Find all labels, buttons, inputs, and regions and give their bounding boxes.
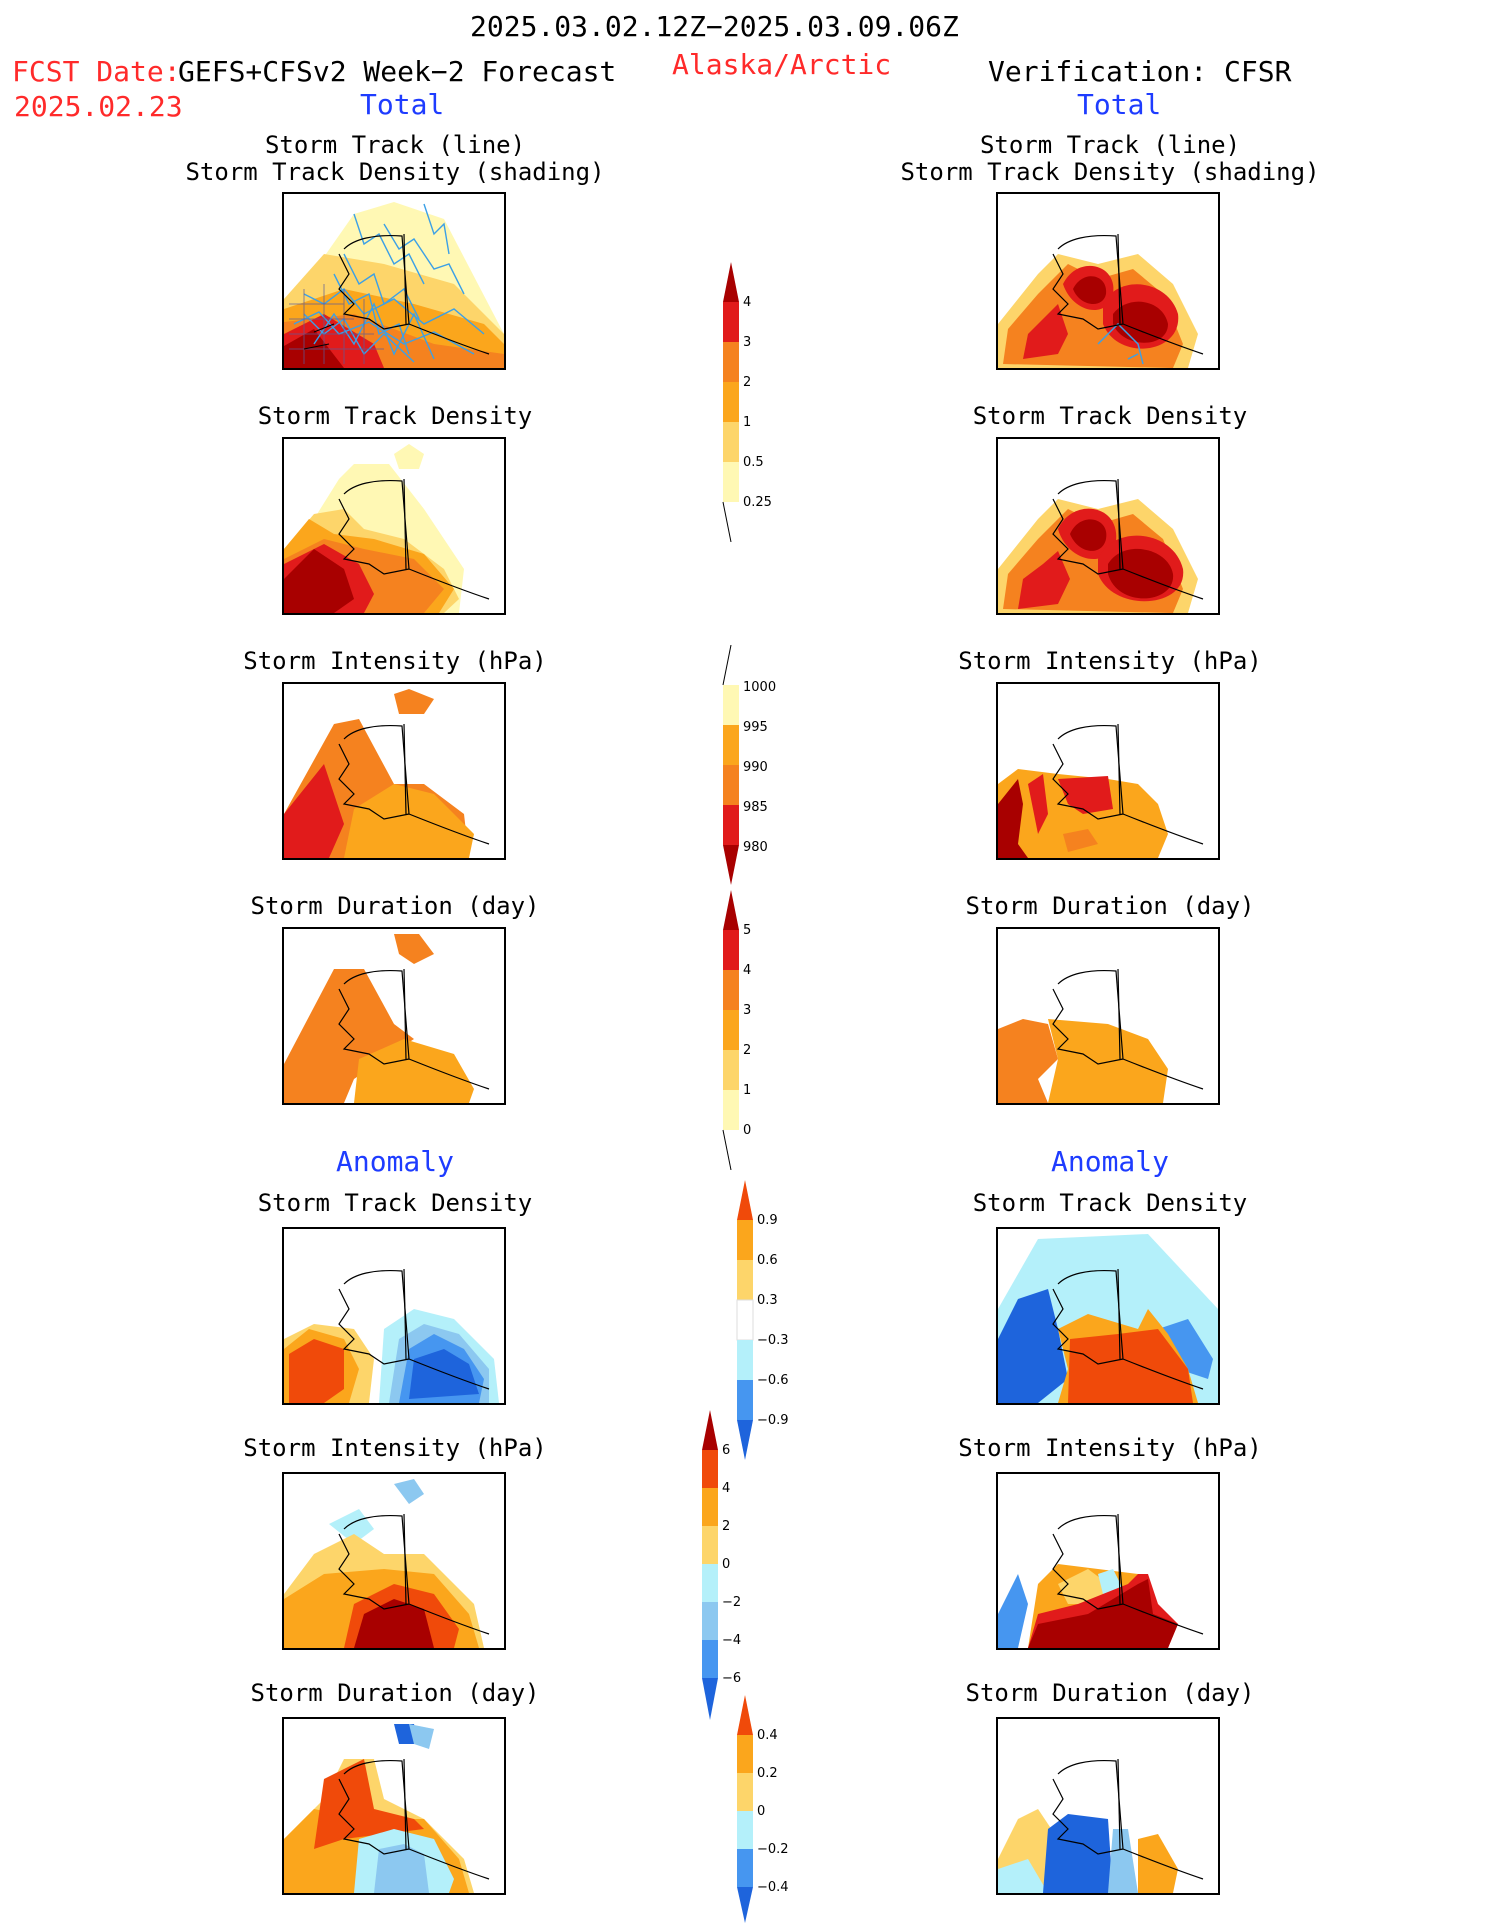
fcst-date-label: FCST Date: [12,55,181,88]
colorbar-tick: 0 [743,1123,752,1138]
map-anom-duration-forecast [282,1717,506,1895]
colorbar-tick: 0 [757,1804,766,1819]
map-density-verification [996,437,1220,615]
colorbar-tick: 6 [722,1443,731,1458]
date-range-title: 2025.03.02.12Z−2025.03.09.06Z [470,10,959,43]
colorbar-tick: 4 [743,295,752,310]
colorbar-tick: −0.6 [757,1373,789,1388]
colorbar-tick: 3 [743,335,752,350]
title-track-left: Storm Track (line) Storm Track Density (… [185,131,605,186]
verification-label: Verification: CFSR [988,55,1292,88]
colorbar-tick: −0.4 [757,1880,789,1895]
map-anom-density-verification [996,1227,1220,1405]
colorbar-tick: 0.3 [757,1293,778,1308]
colorbar-tick: 3 [743,1003,752,1018]
colorbar-tick: −2 [722,1595,742,1610]
title-intensity-right: Storm Intensity (hPa) [958,647,1262,675]
colorbar-duration-total: 5 4 3 2 1 0 [721,890,811,1170]
colorbar-tick: 990 [743,760,768,775]
colorbar-tick: 0 [722,1557,731,1572]
colorbar-tick: 980 [743,840,768,855]
title-density-left: Storm Track Density [257,402,533,430]
map-anom-intensity-forecast [282,1472,506,1650]
colorbar-tick: 0.2 [757,1766,778,1781]
title-anom-intensity-right: Storm Intensity (hPa) [958,1434,1262,1462]
colorbar-tick: −0.9 [757,1413,789,1428]
colorbar-tick: 0.25 [743,495,772,510]
fcst-date-value: 2025.02.23 [14,90,183,123]
colorbar-tick: 2 [743,375,752,390]
map-anom-density-forecast [282,1227,506,1405]
colorbar-tick: 4 [722,1481,731,1496]
map-track-verification [996,192,1220,370]
title-duration-left: Storm Duration (day) [250,892,540,920]
model-label: GEFS+CFSv2 Week−2 Forecast [178,55,617,88]
map-duration-forecast [282,927,506,1105]
map-anom-duration-verification [996,1717,1220,1895]
map-intensity-verification [996,682,1220,860]
map-track-forecast [282,192,506,370]
total-heading-right: Total [1077,88,1162,121]
colorbar-tick: −0.3 [757,1333,789,1348]
colorbar-intensity-anomaly: 6 4 2 0 −2 −4 −6 [700,1410,790,1720]
colorbar-density-anomaly: 0.9 0.6 0.3 −0.3 −0.6 −0.9 [735,1180,825,1460]
colorbar-tick: 2 [722,1519,731,1534]
title-intensity-left: Storm Intensity (hPa) [243,647,547,675]
colorbar-tick: −4 [722,1633,742,1648]
total-heading-left: Total [360,88,445,121]
colorbar-tick: 5 [743,923,752,938]
map-intensity-forecast [282,682,506,860]
title-track-right: Storm Track (line) Storm Track Density (… [900,131,1320,186]
anomaly-heading-left: Anomaly [336,1145,455,1178]
colorbar-tick: 1 [743,1083,752,1098]
colorbar-tick: −0.2 [757,1842,789,1857]
title-anom-duration-right: Storm Duration (day) [965,1679,1255,1707]
colorbar-tick: 1000 [743,680,777,695]
colorbar-duration-anomaly: 0.4 0.2 0 −0.2 −0.4 [735,1695,825,1925]
colorbar-tick: −6 [722,1671,742,1686]
map-duration-verification [996,927,1220,1105]
title-anom-intensity-left: Storm Intensity (hPa) [243,1434,547,1462]
title-duration-right: Storm Duration (day) [965,892,1255,920]
colorbar-tick: 0.5 [743,455,764,470]
title-anom-density-left: Storm Track Density [257,1189,533,1217]
colorbar-tick: 995 [743,720,768,735]
map-density-forecast [282,437,506,615]
colorbar-tick: 0.4 [757,1728,778,1743]
colorbar-tick: 1 [743,415,752,430]
title-anom-duration-left: Storm Duration (day) [250,1679,540,1707]
colorbar-tick: 4 [743,963,752,978]
colorbar-tick: 985 [743,800,768,815]
colorbar-tick: 2 [743,1043,752,1058]
region-label: Alaska/Arctic [672,48,892,81]
colorbar-tick: 0.6 [757,1253,778,1268]
anomaly-heading-right: Anomaly [1051,1145,1170,1178]
colorbar-density-total: 4 3 2 1 0.5 0.25 [721,262,811,542]
colorbar-tick: 0.9 [757,1213,778,1228]
colorbar-intensity-total: 1000 995 990 985 980 [721,645,811,885]
title-anom-density-right: Storm Track Density [972,1189,1248,1217]
title-density-right: Storm Track Density [972,402,1248,430]
map-anom-intensity-verification [996,1472,1220,1650]
